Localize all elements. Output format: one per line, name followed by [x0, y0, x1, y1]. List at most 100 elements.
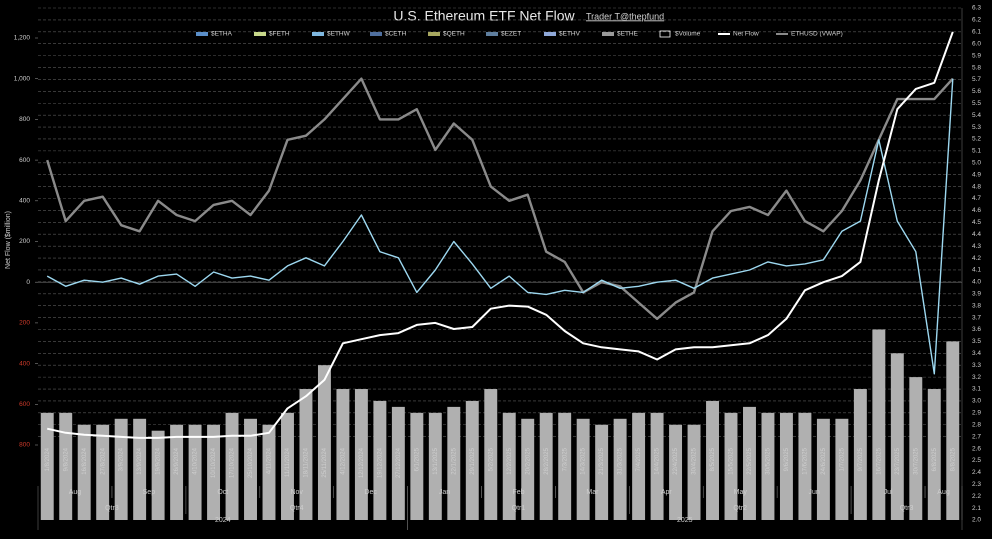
volume-bar: [521, 418, 535, 520]
volume-bar: [188, 424, 202, 520]
x-tick-label: 18/11/2024: [304, 447, 310, 477]
volume-bar: [354, 389, 368, 520]
y-tick-label: 1,000: [14, 75, 31, 82]
x-tick-label: 8/5/2025: [710, 447, 716, 471]
x-tick-label: 27/8/2024: [100, 447, 106, 474]
x-tick-label: 4/10/2024: [193, 447, 199, 474]
x-tick-label: 19/9/2024: [156, 447, 162, 474]
series-line: [46, 77, 954, 320]
legend-label: ETHUSD (VWAP): [791, 31, 843, 38]
y2-tick-label: 6.0: [972, 40, 981, 47]
x-tick-label: 17/10/2024: [230, 447, 236, 478]
x-tick-label: 1/7/2025: [839, 447, 845, 471]
volume-bar: [281, 412, 294, 520]
x-tick-label: 10/10/2024: [211, 447, 217, 478]
series-line: [46, 78, 954, 375]
x-tick-label: 22/1/2025: [451, 447, 457, 474]
y-tick-label: 600: [19, 157, 30, 164]
legend-label: Net Flow: [733, 31, 759, 38]
volume-bar: [502, 412, 516, 520]
x-tick-label: 7/4/2025: [636, 447, 642, 471]
y2-tick-label: 4.1: [972, 267, 981, 274]
volume-bar: [724, 412, 738, 520]
y2-tick-label: 3.5: [972, 338, 981, 345]
series-line: [46, 31, 954, 439]
volume-bar: [669, 424, 683, 520]
x-tick-label: 16/7/2025: [876, 447, 882, 474]
volume-bar: [927, 389, 941, 520]
x-tick-label: 29/1/2025: [470, 447, 476, 474]
volume-bar: [373, 400, 387, 520]
legend-label: $EZET: [501, 31, 521, 38]
legend-swatch: [196, 32, 208, 36]
volume-bar: [687, 424, 701, 520]
volume-bar: [650, 412, 664, 520]
volume-bar: [872, 329, 886, 520]
x-tick-label: 31/3/2025: [618, 447, 624, 474]
x-tick-label: 13/9/2024: [137, 447, 143, 474]
legend-swatch: [659, 30, 671, 38]
x-tick-label: 5/2/2025: [488, 447, 494, 471]
x-tick-label: 30/4/2025: [692, 447, 698, 474]
y2-tick-label: 2.7: [972, 433, 981, 440]
y2-tick-label: 3.3: [972, 362, 981, 369]
y2-tick-label: 5.1: [972, 148, 981, 155]
volume-bar: [77, 424, 91, 520]
y2-tick-label: 6.2: [972, 17, 981, 24]
y2-tick-label: 5.9: [972, 52, 981, 59]
legend-swatch: [312, 32, 324, 36]
y2-tick-label: 6.3: [972, 5, 981, 12]
x-tick-label: 9/7/2025: [858, 447, 864, 471]
volume-bar: [798, 412, 812, 520]
x-tick-label: 16/8/2024: [82, 447, 88, 474]
y2-tick-label: 4.9: [972, 171, 981, 178]
y-tick-label: 800: [19, 442, 30, 449]
x-tick-label: 15/5/2025: [729, 447, 735, 474]
legend-swatch: [544, 32, 556, 36]
legend-label: $Volume: [675, 31, 701, 38]
x-group-label: Feb: [512, 489, 524, 496]
y2-tick-label: 3.7: [972, 314, 981, 321]
x-tick-label: 1/8/2024: [45, 447, 51, 471]
y2-tick-label: 3.9: [972, 290, 981, 297]
y2-tick-label: 5.7: [972, 76, 981, 83]
volume-bar: [743, 406, 756, 520]
y2-tick-label: 5.0: [972, 160, 981, 167]
x-group-label: Apr: [661, 489, 673, 496]
chart-title: U.S. Ethereum ETF Net Flow: [393, 8, 575, 24]
x-group-label: Jan: [439, 489, 450, 496]
x-tick-label: 28/2/2025: [544, 447, 550, 474]
legend-swatch: [486, 32, 498, 36]
x-tick-label: 4/11/2024: [267, 447, 273, 474]
x-group-label: 2024: [215, 517, 231, 524]
y-axis-label: Net Flow ($million): [5, 211, 12, 269]
y2-tick-label: 5.4: [972, 112, 981, 119]
volume-bar: [391, 406, 405, 520]
volume-bar: [59, 412, 73, 520]
y2-tick-label: 3.6: [972, 326, 981, 333]
volume-bar: [262, 424, 276, 520]
y2-tick-label: 4.6: [972, 207, 981, 214]
volume-bar: [133, 418, 147, 520]
volume-bar: [428, 412, 442, 520]
legend-swatch: [602, 32, 614, 36]
y2-tick-label: 3.0: [972, 398, 981, 405]
x-tick-label: 9/6/2025: [784, 447, 790, 471]
volume-bar: [946, 341, 960, 520]
legend-label: $ETHW: [327, 31, 351, 38]
legend-label: $QETH: [443, 31, 465, 38]
x-tick-label: 21/3/2025: [599, 447, 605, 474]
x-tick-label: 6/8/2025: [932, 447, 938, 471]
y2-tick-label: 2.4: [972, 469, 981, 476]
y2-tick-label: 2.2: [972, 493, 981, 500]
x-group-label: Nov: [290, 489, 303, 496]
y-tick-label: 0: [26, 279, 30, 286]
volume-bar: [410, 412, 424, 520]
x-group-label: Jun: [809, 489, 820, 496]
x-group-label: Dec: [364, 489, 377, 496]
legend-label: $FETH: [269, 31, 290, 38]
x-tick-label: 22/4/2025: [673, 447, 679, 474]
x-tick-label: 11/11/2024: [285, 447, 291, 477]
volume-bar: [317, 365, 331, 520]
volume-bar: [151, 430, 165, 520]
